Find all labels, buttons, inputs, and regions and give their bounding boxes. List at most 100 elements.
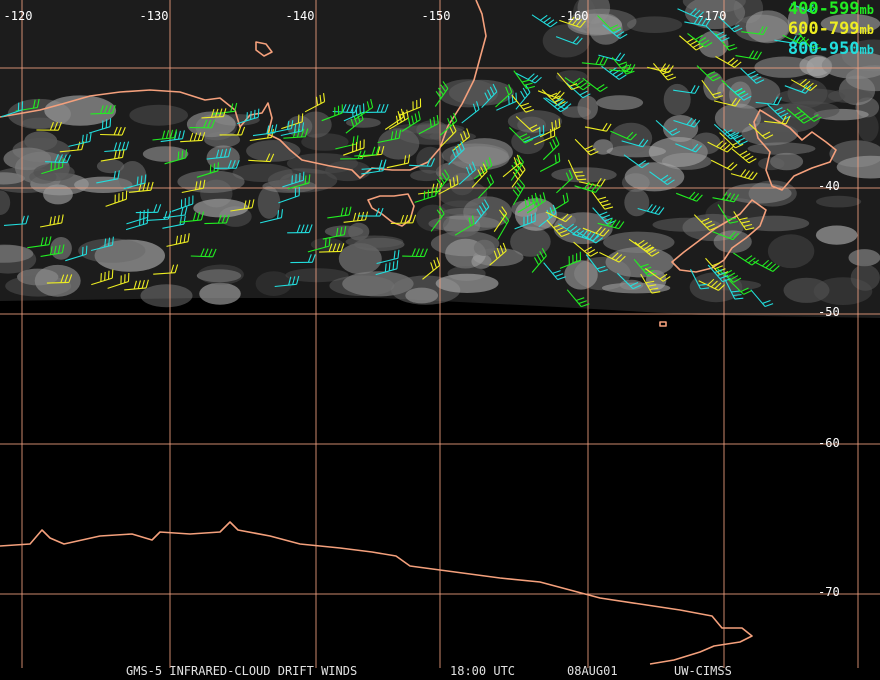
wind-barb xyxy=(27,236,52,249)
wind-barb xyxy=(555,36,583,45)
latitude-label: -50 xyxy=(818,305,840,319)
cloud-patch xyxy=(129,104,188,126)
wind-barb xyxy=(707,264,731,283)
wind-barb xyxy=(146,210,172,221)
observation-date: 08AUG01 xyxy=(567,664,618,678)
cloud-patch xyxy=(754,56,815,78)
cloud-patch xyxy=(770,152,804,171)
wind-barb xyxy=(511,162,526,188)
wind-barb xyxy=(41,158,64,175)
wind-barb xyxy=(91,269,114,286)
wind-barb xyxy=(717,204,739,224)
wind-barb xyxy=(206,148,232,160)
wind-barb xyxy=(517,192,538,213)
wind-barb xyxy=(363,103,389,113)
wind-barb xyxy=(304,93,326,113)
wind-barb xyxy=(100,126,126,136)
latitude-label: -60 xyxy=(818,436,840,450)
wind-barb xyxy=(274,275,300,288)
wind-barb xyxy=(489,242,507,266)
source-credit: UW-CIMSS xyxy=(674,664,732,678)
wind-barb xyxy=(340,150,366,160)
cloud-patch xyxy=(186,111,236,138)
wind-barb xyxy=(458,161,477,185)
wind-barb xyxy=(741,26,768,36)
wind-barb xyxy=(679,35,704,51)
legend-item-600-799: 600-799mb xyxy=(788,20,874,40)
wind-barb xyxy=(597,15,621,32)
cloud-patch xyxy=(232,163,293,182)
cloud-patch xyxy=(717,75,781,109)
wind-barb xyxy=(354,146,380,157)
wind-barb xyxy=(534,127,556,146)
wind-barb xyxy=(584,122,612,132)
wind-barb xyxy=(649,171,675,185)
legend-range: 800-950 xyxy=(787,39,860,59)
cloud-patch xyxy=(324,225,364,238)
wind-barb xyxy=(439,112,458,136)
cloud-patch xyxy=(310,237,344,251)
cloud-patch xyxy=(435,273,499,293)
wind-barb xyxy=(675,143,702,153)
wind-barb xyxy=(592,207,616,225)
cloud-patch xyxy=(848,249,880,267)
wind-barb xyxy=(790,3,818,13)
wind-barb xyxy=(733,211,755,231)
wind-barb xyxy=(602,24,628,39)
wind-barb xyxy=(723,128,748,146)
cloud-patch xyxy=(816,195,862,208)
cloud-patch xyxy=(193,198,249,218)
wind-barb xyxy=(676,191,703,202)
wind-barb xyxy=(278,187,300,204)
wind-barb xyxy=(713,123,739,140)
cloud-patch xyxy=(799,55,833,76)
cloud-patch xyxy=(767,234,815,269)
cloud-patch xyxy=(410,169,443,182)
wind-barb xyxy=(727,278,752,295)
cloud-patch xyxy=(747,142,816,155)
wind-barb xyxy=(201,108,227,119)
wind-barb xyxy=(755,96,782,106)
wind-barb xyxy=(204,214,230,225)
wind-barb xyxy=(152,129,178,141)
wind-barb xyxy=(190,248,217,258)
wind-barb xyxy=(798,32,821,51)
wind-barb xyxy=(542,136,560,161)
wind-barb xyxy=(637,204,665,216)
legend-item-800-950: 800-950mb xyxy=(788,40,874,60)
longitude-label: -140 xyxy=(286,9,315,23)
cloud-patch xyxy=(758,157,785,171)
wind-barb xyxy=(45,154,71,164)
wind-barb xyxy=(269,120,294,134)
wind-barb xyxy=(687,32,713,48)
wind-barb xyxy=(39,214,64,228)
wind-barb xyxy=(124,279,149,291)
wind-barb xyxy=(259,209,284,224)
cloud-patch xyxy=(34,264,81,297)
wind-barb xyxy=(388,109,409,130)
cloud-patch xyxy=(0,244,34,263)
cloud-patch xyxy=(204,131,241,148)
cloud-patch xyxy=(514,198,558,231)
graticule-labels: -120 -130 -140 -150 -160 -170 -40 -50 -60 -70 xyxy=(4,9,840,599)
wind-barb xyxy=(545,211,573,223)
wind-barb xyxy=(585,254,608,273)
wind-barb xyxy=(539,118,561,138)
wind-barb xyxy=(750,289,774,307)
wind-barb xyxy=(556,169,573,194)
wind-barb xyxy=(609,63,636,73)
wind-barb xyxy=(701,79,724,99)
wind-barb xyxy=(307,237,331,253)
cloud-patch xyxy=(787,6,809,36)
cloud-patch xyxy=(142,146,189,162)
wind-barb xyxy=(418,115,439,135)
wind-barb xyxy=(384,108,404,130)
wind-barb xyxy=(610,130,637,141)
cloud-patch xyxy=(301,133,349,151)
wind-barb xyxy=(474,199,490,225)
wind-barb xyxy=(497,213,510,240)
product-title: GMS-5 INFRARED-CLOUD DRIFT WINDS xyxy=(126,664,358,678)
wind-barb xyxy=(283,128,309,139)
cloud-patch xyxy=(0,245,37,274)
wind-barb xyxy=(566,82,591,99)
